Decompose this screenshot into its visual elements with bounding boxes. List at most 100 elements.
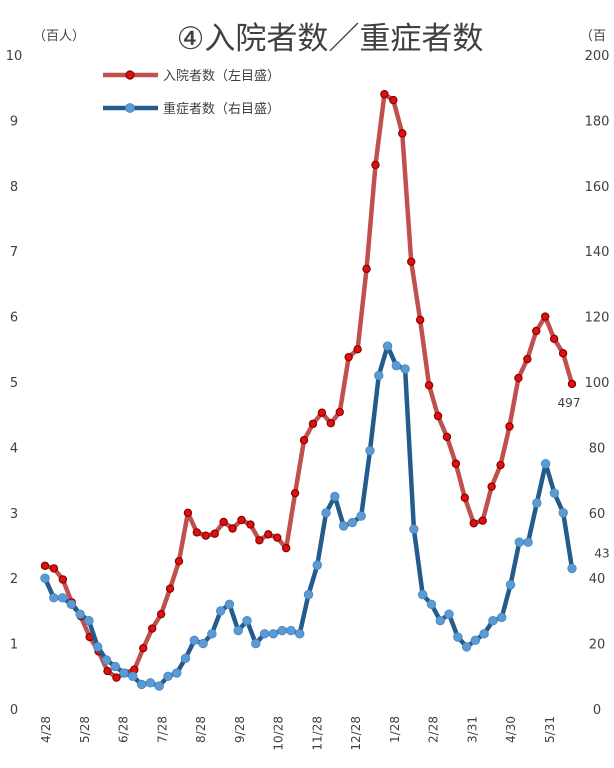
x-axis-tick-label: 5/31	[543, 716, 557, 743]
data-point	[374, 370, 384, 381]
x-axis-tick-label: 5/28	[78, 716, 92, 743]
legend-label: 重症者数（右目盛）	[163, 101, 280, 117]
data-point	[312, 560, 322, 570]
data-point	[172, 668, 182, 678]
data-point	[460, 493, 470, 502]
legend-marker	[125, 103, 135, 113]
data-point	[215, 606, 226, 616]
data-point	[165, 584, 175, 593]
data-point	[479, 629, 489, 639]
x-axis-tick-label: 10/28	[272, 716, 286, 751]
data-point	[470, 635, 481, 646]
data-point	[469, 519, 478, 528]
left-axis-tick-label: 5	[10, 376, 18, 391]
x-axis-tick-label: 1/28	[388, 716, 402, 743]
right-axis-tick-label: 0	[593, 703, 601, 718]
data-point	[330, 491, 340, 502]
data-point	[180, 653, 191, 664]
data-point	[391, 360, 402, 371]
data-point	[442, 432, 452, 442]
data-point	[119, 668, 129, 678]
data-point	[338, 521, 349, 531]
legend-marker	[125, 70, 135, 80]
data-point	[228, 524, 237, 533]
left-axis-tick-label: 2	[10, 572, 18, 587]
right-axis-tick-label: 60	[589, 507, 606, 522]
data-point	[92, 642, 103, 652]
x-axis-tick-label: 8/28	[194, 716, 208, 743]
data-point	[201, 531, 210, 540]
left-axis-tick-label: 4	[10, 441, 18, 456]
left-axis-tick-label: 6	[10, 311, 18, 326]
data-point	[40, 573, 50, 583]
data-point	[541, 312, 550, 321]
x-axis-tick-label: 11/28	[310, 716, 324, 751]
data-point	[112, 673, 121, 682]
data-point	[505, 422, 514, 431]
data-point	[415, 315, 425, 325]
data-point	[523, 354, 532, 364]
data-point	[281, 543, 291, 553]
data-point	[549, 488, 560, 498]
data-point	[514, 537, 525, 547]
data-point	[154, 681, 164, 691]
x-axis-tick-label: 4/30	[504, 716, 518, 743]
right-axis-tick-label: 20	[589, 638, 606, 653]
right-axis-tick-label: 80	[589, 441, 606, 456]
data-point	[488, 616, 498, 626]
data-point	[264, 530, 273, 539]
data-point	[451, 459, 461, 468]
data-point	[237, 515, 246, 525]
x-axis-tick-label: 4/28	[39, 716, 53, 743]
data-point	[198, 638, 208, 649]
data-point	[321, 508, 331, 518]
data-point	[308, 419, 318, 429]
data-point	[128, 671, 138, 682]
data-point	[487, 482, 496, 491]
left-axis-tick-label: 10	[6, 49, 23, 64]
series-2: 43	[40, 341, 610, 691]
data-label: 43	[594, 546, 609, 560]
data-point	[505, 580, 516, 590]
data-point	[101, 655, 112, 665]
data-point	[189, 635, 200, 646]
data-point	[409, 524, 419, 534]
legend-item: 重症者数（右目盛）	[103, 101, 280, 117]
data-point	[362, 264, 371, 274]
data-point	[251, 638, 261, 649]
data-point	[497, 612, 507, 623]
data-point	[299, 436, 309, 445]
left-axis-tick-label: 9	[10, 114, 18, 129]
data-point	[540, 459, 551, 469]
data-point	[233, 625, 243, 636]
x-axis-tick-label: 2/28	[427, 716, 441, 743]
data-point	[49, 564, 59, 573]
data-point	[558, 349, 568, 358]
data-point	[407, 257, 416, 266]
data-point	[103, 666, 112, 676]
data-point	[286, 625, 296, 636]
data-point	[532, 498, 542, 508]
x-axis-tick-label: 6/28	[117, 716, 131, 743]
data-point	[259, 629, 270, 639]
data-point	[496, 460, 505, 470]
data-point	[382, 341, 393, 351]
data-point	[567, 563, 577, 574]
data-point	[424, 381, 434, 390]
data-point	[558, 508, 568, 518]
right-axis-tick-label: 40	[589, 572, 606, 587]
data-point	[246, 520, 255, 529]
x-axis-tick-label: 3/31	[465, 716, 479, 743]
data-point	[371, 160, 380, 170]
data-point	[192, 528, 202, 537]
data-point	[147, 624, 157, 633]
data-point	[183, 508, 193, 517]
data-point	[224, 599, 235, 610]
data-point	[453, 632, 463, 642]
right-axis-tick-label: 120	[585, 311, 610, 326]
data-point	[255, 536, 264, 545]
right-axis-tick-label: 200	[585, 49, 610, 64]
data-point	[295, 629, 305, 639]
chart-title: ④入院者数／重症者数	[177, 21, 484, 57]
data-point	[523, 537, 533, 547]
